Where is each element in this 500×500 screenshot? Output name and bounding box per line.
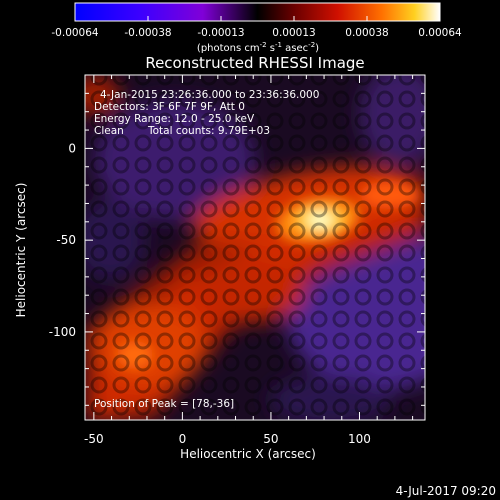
colorbar-unit: (photons cm-2 s-1 asec-2) (197, 41, 319, 54)
colorbar-tick-label: -0.00013 (197, 27, 244, 39)
colorbar-tick-label: -0.00064 (51, 27, 99, 39)
y-tick-label: -100 (49, 325, 76, 339)
total-counts: Total counts: 9.79E+03 (147, 125, 270, 137)
x-axis-label: Heliocentric X (arcsec) (180, 447, 316, 461)
plot-frame (84, 74, 426, 421)
x-tick-label: 0 (179, 432, 187, 446)
heatmap-image (85, 75, 425, 420)
chart-title: Reconstructed RHESSI Image (145, 54, 364, 72)
y-axis-label: Heliocentric Y (arcsec) (14, 183, 28, 318)
time-range: 4-Jan-2015 23:26:36.000 to 23:36:36.000 (100, 89, 319, 101)
colorbar: -0.00064 -0.00038 -0.00013 0.00013 0.00038 0.… (51, 2, 462, 54)
y-axis-tick-labels: 0 -50 -100 (49, 141, 76, 339)
y-axis-ticks (85, 74, 425, 406)
colorbar-gradient (74, 2, 441, 22)
detectors: Detectors: 3F 6F 7F 9F, Att 0 (94, 101, 245, 113)
peak-position: Position of Peak = [78,-36] (94, 398, 234, 410)
x-axis-tick-labels: -50 0 50 100 (84, 432, 371, 446)
energy-range: Energy Range: 12.0 - 25.0 keV (94, 113, 255, 125)
colorbar-tick-label: 0.00038 (345, 27, 388, 39)
x-tick-label: 50 (263, 432, 278, 446)
x-axis-ticks (93, 75, 414, 420)
x-tick-label: -50 (84, 432, 104, 446)
method: Clean (94, 125, 124, 137)
footer-date: 4-Jul-2017 09:20 (396, 484, 496, 498)
colorbar-tick-labels: -0.00064 -0.00038 -0.00013 0.00013 0.00038 0.… (51, 27, 462, 39)
info-block: 4-Jan-2015 23:26:36.000 to 23:36:36.000 … (94, 89, 319, 410)
y-tick-label: -50 (56, 233, 76, 247)
colorbar-tick-label: 0.00064 (418, 27, 462, 39)
colorbar-tick-label: 0.00013 (272, 27, 315, 39)
colorbar-tick-label: -0.00038 (124, 27, 171, 39)
colorbar-ticks (74, 16, 441, 21)
y-tick-label: 0 (68, 141, 76, 155)
x-tick-label: 100 (348, 432, 371, 446)
